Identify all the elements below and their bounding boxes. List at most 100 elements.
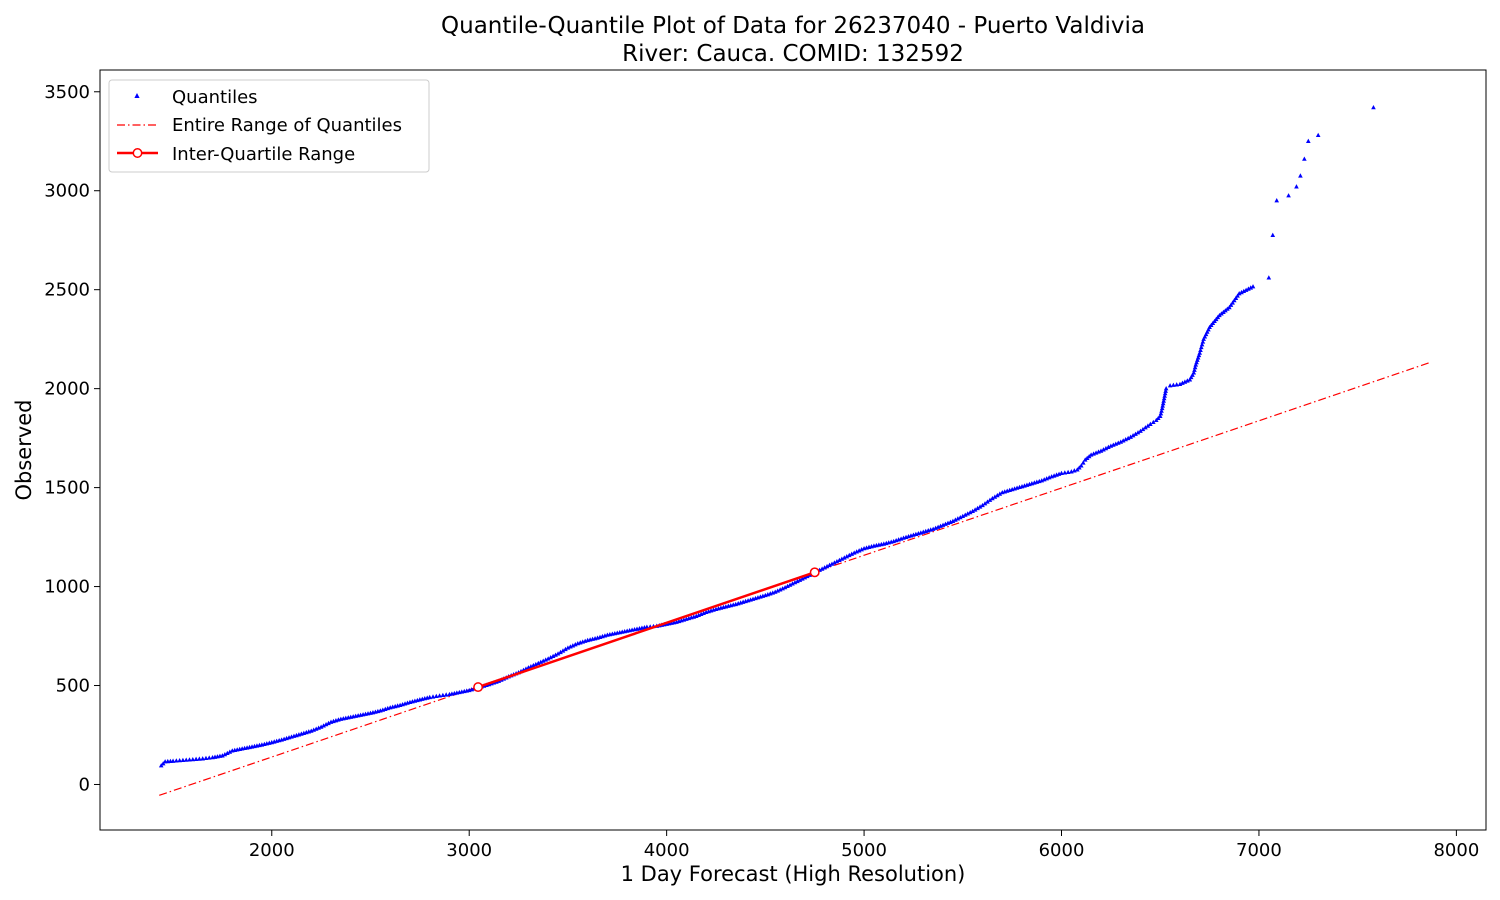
quantile-point bbox=[1190, 372, 1195, 377]
quantile-point bbox=[553, 652, 558, 657]
legend-entire-range-label: Entire Range of Quantiles bbox=[172, 115, 402, 136]
quantile-point bbox=[851, 550, 857, 555]
quantile-point bbox=[1198, 344, 1204, 350]
quantile-point bbox=[955, 516, 961, 521]
quantile-point bbox=[1120, 438, 1126, 443]
quantile-point bbox=[550, 653, 556, 659]
quantile-point bbox=[1192, 367, 1197, 372]
quantile-point bbox=[960, 513, 966, 519]
quantile-point bbox=[1302, 156, 1307, 161]
quantile-point bbox=[540, 658, 546, 663]
quantile-point bbox=[538, 659, 544, 664]
quantile-point bbox=[433, 693, 439, 699]
quantile-point bbox=[1246, 286, 1251, 291]
quantile-point bbox=[644, 624, 650, 629]
quantile-point bbox=[1133, 431, 1138, 436]
quantile-point bbox=[1228, 302, 1234, 307]
quantile-point bbox=[982, 501, 988, 506]
quantile-point bbox=[225, 750, 230, 756]
x-tick-label: 6000 bbox=[1039, 840, 1085, 861]
quantile-point bbox=[326, 720, 331, 726]
quantile-point bbox=[1270, 232, 1276, 237]
legend-quantiles-label: Quantiles bbox=[172, 87, 258, 108]
quantile-point bbox=[533, 661, 539, 667]
quantile-point bbox=[555, 651, 561, 656]
y-tick-label: 2000 bbox=[44, 379, 90, 400]
quantile-point bbox=[227, 749, 233, 754]
quantile-point bbox=[1159, 408, 1164, 413]
quantile-point bbox=[1199, 342, 1205, 347]
quantile-point bbox=[1130, 433, 1136, 438]
quantile-point bbox=[780, 586, 785, 591]
quantile-point bbox=[1274, 198, 1280, 203]
quantile-point bbox=[570, 643, 576, 648]
quantile-point bbox=[975, 505, 980, 511]
quantile-point bbox=[427, 694, 433, 700]
quantile-point bbox=[962, 512, 968, 517]
quantile-point bbox=[558, 649, 563, 655]
quantile-point bbox=[1161, 398, 1166, 403]
quantile-point bbox=[197, 756, 202, 761]
quantile-point bbox=[430, 694, 436, 699]
quantile-point bbox=[953, 517, 958, 522]
y-tick-label: 1000 bbox=[44, 577, 90, 598]
quantile-point bbox=[1227, 304, 1232, 310]
quantile-point bbox=[1159, 405, 1165, 411]
quantile-point bbox=[1239, 289, 1244, 295]
quantile-point bbox=[1241, 288, 1247, 294]
quantile-point bbox=[1145, 423, 1151, 428]
x-tick-label: 5000 bbox=[841, 840, 887, 861]
quantile-point bbox=[800, 576, 805, 581]
quantile-point bbox=[193, 756, 199, 761]
quantile-point bbox=[997, 491, 1003, 496]
quantile-point bbox=[1163, 388, 1168, 393]
quantile-point bbox=[990, 495, 995, 501]
quantile-point bbox=[967, 509, 973, 515]
chart-subtitle: River: Cauca. COMID: 132592 bbox=[622, 41, 964, 67]
quantile-point bbox=[1197, 350, 1203, 355]
quantile-point bbox=[1157, 413, 1163, 419]
quantile-point bbox=[1306, 138, 1311, 143]
legend-quantiles-marker bbox=[134, 93, 140, 98]
quantile-point bbox=[856, 548, 862, 553]
quantile-point bbox=[1206, 327, 1211, 332]
quantile-point bbox=[1235, 293, 1240, 298]
quantile-point bbox=[1161, 395, 1167, 401]
quantile-point bbox=[1101, 447, 1106, 452]
quantile-point bbox=[177, 757, 182, 763]
quantile-point bbox=[318, 724, 324, 729]
x-tick-label: 8000 bbox=[1433, 840, 1479, 861]
iqr-point bbox=[473, 682, 484, 693]
quantile-point bbox=[1118, 439, 1124, 444]
quantile-point bbox=[1162, 393, 1167, 398]
quantile-point bbox=[222, 751, 228, 757]
quantile-point bbox=[839, 556, 845, 561]
quantile-point bbox=[531, 662, 536, 668]
quantile-point bbox=[842, 555, 847, 560]
quantile-point bbox=[1250, 284, 1256, 289]
quantile-point bbox=[958, 514, 963, 520]
quantile-point bbox=[1106, 444, 1111, 449]
quantile-point bbox=[545, 656, 551, 661]
quantile-point bbox=[1194, 359, 1199, 365]
quantile-point bbox=[1243, 287, 1249, 292]
quantile-point bbox=[190, 756, 196, 762]
quantile-point bbox=[1236, 291, 1242, 296]
quantile-point bbox=[1180, 380, 1185, 385]
quantile-point bbox=[1195, 357, 1200, 362]
quantile-point bbox=[565, 645, 571, 650]
quantile-point bbox=[1062, 470, 1068, 475]
quantile-point bbox=[1103, 445, 1109, 451]
y-tick-label: 0 bbox=[79, 774, 90, 795]
quantile-point bbox=[795, 578, 800, 584]
quantile-point bbox=[1138, 428, 1143, 433]
y-tick-label: 1500 bbox=[44, 478, 90, 499]
quantile-point bbox=[772, 589, 778, 594]
quantile-point bbox=[1298, 173, 1303, 178]
y-axis-label: Observed bbox=[12, 399, 36, 500]
quantile-point bbox=[972, 507, 978, 512]
quantile-point bbox=[992, 494, 998, 499]
y-tick-label: 500 bbox=[56, 676, 90, 697]
quantile-point bbox=[846, 552, 852, 558]
quantile-point bbox=[1185, 378, 1190, 383]
